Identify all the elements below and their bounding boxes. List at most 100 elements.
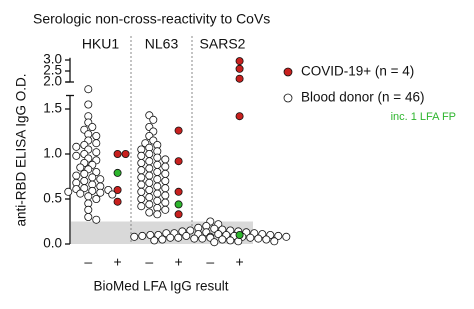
data-point <box>161 155 170 164</box>
x-tick-label: – <box>206 254 214 270</box>
data-point <box>92 194 101 203</box>
data-point <box>145 193 154 202</box>
data-point <box>145 208 154 217</box>
data-point <box>161 169 170 178</box>
data-point <box>174 200 183 209</box>
data-point <box>72 151 81 160</box>
chart-title: Serologic non-cross-reactivity to CoVs <box>33 11 270 27</box>
panel-label: SARS2 <box>200 36 246 52</box>
data-point <box>186 226 195 235</box>
data-point <box>138 231 147 240</box>
data-point <box>254 234 263 243</box>
data-point <box>161 184 170 193</box>
data-point <box>92 167 101 176</box>
legend-label: COVID-19+ (n = 4) <box>301 64 414 79</box>
data-point <box>146 230 155 239</box>
data-point <box>235 74 244 83</box>
data-point <box>198 234 207 243</box>
data-point <box>137 194 146 203</box>
data-point <box>161 198 170 207</box>
data-point <box>174 210 183 219</box>
data-point <box>153 210 162 219</box>
data-point <box>92 148 101 157</box>
data-point <box>145 171 154 180</box>
data-point <box>150 236 159 245</box>
legend-note: inc. 1 LFA FP <box>391 111 456 123</box>
data-point <box>210 238 219 247</box>
data-point <box>113 149 122 158</box>
data-point <box>88 186 97 195</box>
data-point <box>113 185 122 194</box>
data-point <box>153 153 162 162</box>
data-point <box>246 233 255 242</box>
data-point <box>80 184 89 193</box>
data-point <box>282 232 291 241</box>
data-point <box>158 235 167 244</box>
data-point <box>92 139 101 148</box>
data-point <box>113 168 122 177</box>
data-point <box>149 115 158 124</box>
data-point <box>96 175 105 184</box>
data-point <box>174 233 183 242</box>
x-tick-label: – <box>145 254 153 270</box>
data-point <box>64 187 73 196</box>
data-point <box>274 231 283 240</box>
x-tick-label: + <box>174 254 182 270</box>
data-point <box>113 197 122 206</box>
panel-label: HKU1 <box>82 36 120 52</box>
data-point <box>96 188 105 197</box>
data-point <box>235 64 244 73</box>
y-tick-label: 1.0 <box>43 146 62 161</box>
data-point <box>84 85 93 94</box>
data-point <box>72 171 81 180</box>
data-point <box>161 205 170 214</box>
data-point <box>153 160 162 169</box>
data-point <box>174 187 183 196</box>
data-point <box>121 149 130 158</box>
data-point <box>84 100 93 109</box>
data-point <box>145 185 154 194</box>
data-point <box>153 189 162 198</box>
x-tick-label: + <box>235 254 243 270</box>
data-point <box>153 196 162 205</box>
data-point <box>88 173 97 182</box>
y-tick-label: 0.0 <box>43 236 62 251</box>
data-point <box>145 164 154 173</box>
data-point <box>174 157 183 166</box>
data-point <box>235 112 244 121</box>
panel-label: NL63 <box>145 36 179 52</box>
legend-marker <box>283 67 293 77</box>
y-axis-label: anti-RBD ELISA IgG O.D. <box>14 73 29 226</box>
data-point <box>218 235 227 244</box>
data-point <box>84 205 93 214</box>
data-point <box>182 231 191 240</box>
data-point <box>235 230 244 239</box>
data-point <box>161 162 170 171</box>
data-point <box>145 178 154 187</box>
data-point <box>137 158 146 167</box>
data-point <box>88 123 97 132</box>
data-point <box>161 176 170 185</box>
data-point <box>92 131 101 140</box>
data-point <box>92 215 101 224</box>
data-point <box>80 169 89 178</box>
data-point <box>84 192 93 201</box>
y-tick-label: 1.5 <box>43 101 62 116</box>
data-point <box>153 175 162 184</box>
data-point <box>72 142 81 151</box>
y-tick-label: 2.5 <box>43 63 62 78</box>
data-point <box>270 237 279 246</box>
data-point <box>153 182 162 191</box>
data-point <box>235 57 244 66</box>
data-point <box>210 224 219 233</box>
data-point <box>214 230 223 239</box>
x-tick-label: – <box>84 254 92 270</box>
data-point <box>137 173 146 182</box>
legend-marker <box>283 93 293 103</box>
data-point <box>145 157 154 166</box>
data-point <box>108 190 117 199</box>
y-tick-label: 2.0 <box>43 74 62 89</box>
legend-label: Blood donor (n = 46) <box>301 90 424 105</box>
data-point <box>226 236 235 245</box>
